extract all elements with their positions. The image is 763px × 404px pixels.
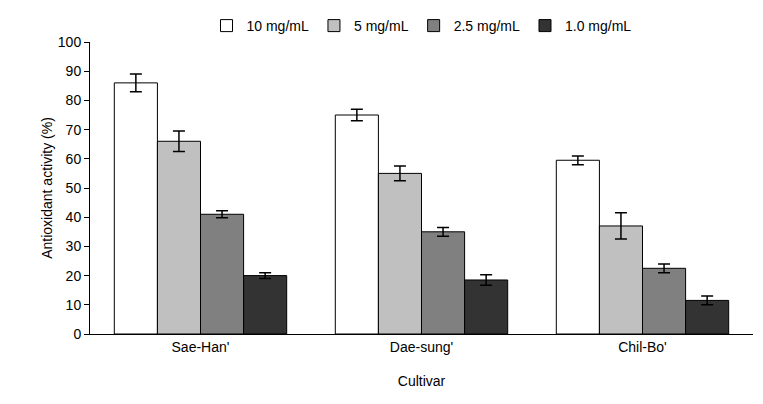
svg-text:Dae-sung': Dae-sung' — [390, 339, 453, 355]
svg-text:Chil-Bo': Chil-Bo' — [618, 339, 667, 355]
svg-text:100: 100 — [58, 34, 82, 50]
svg-text:5 mg/mL: 5 mg/mL — [354, 18, 409, 34]
svg-text:40: 40 — [66, 209, 82, 225]
svg-text:10: 10 — [66, 297, 82, 313]
svg-text:0: 0 — [73, 326, 81, 342]
svg-text:1.0 mg/mL: 1.0 mg/mL — [565, 18, 631, 34]
svg-text:30: 30 — [66, 238, 82, 254]
svg-text:Cultivar: Cultivar — [398, 373, 446, 389]
svg-text:20: 20 — [66, 268, 82, 284]
svg-text:10 mg/mL: 10 mg/mL — [247, 18, 309, 34]
svg-text:Sae-Han': Sae-Han' — [172, 339, 230, 355]
svg-text:2.5 mg/mL: 2.5 mg/mL — [454, 18, 520, 34]
svg-text:90: 90 — [66, 63, 82, 79]
svg-text:Antioxidant activity (%): Antioxidant activity (%) — [39, 117, 55, 259]
svg-text:50: 50 — [66, 180, 82, 196]
svg-text:60: 60 — [66, 151, 82, 167]
svg-text:80: 80 — [66, 92, 82, 108]
svg-text:70: 70 — [66, 122, 82, 138]
